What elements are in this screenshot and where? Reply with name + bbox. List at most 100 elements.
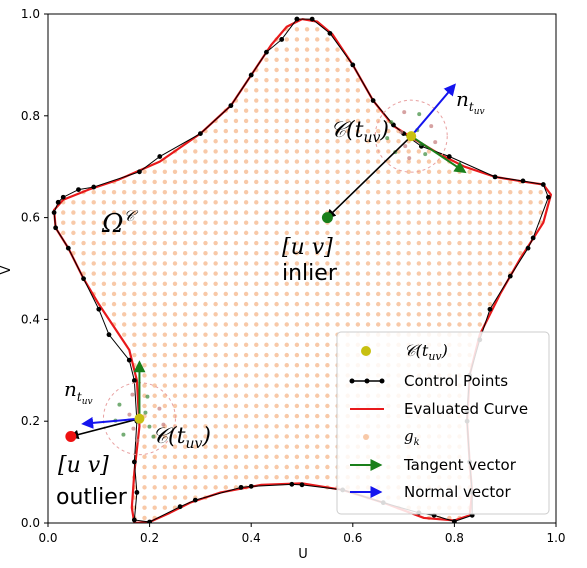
grid-point <box>538 200 543 205</box>
grid-point <box>254 444 259 449</box>
grid-point <box>487 189 493 195</box>
grid-point <box>122 291 127 297</box>
grid-point <box>132 342 137 348</box>
grid-point <box>213 189 218 195</box>
grid-point <box>304 363 310 368</box>
grid-point <box>172 363 178 368</box>
grid-point <box>294 281 300 286</box>
control-point <box>279 37 285 42</box>
grid-point <box>294 118 300 124</box>
grid-point <box>264 291 269 297</box>
grid-point <box>376 159 381 164</box>
inlier-neighbour-sample <box>385 136 390 141</box>
grid-point <box>284 393 289 398</box>
grid-point <box>365 322 371 327</box>
grid-point <box>243 88 249 93</box>
grid-point <box>508 261 513 266</box>
grid-point <box>376 189 381 195</box>
grid-point <box>274 220 279 225</box>
grid-point <box>233 322 239 327</box>
grid-point <box>203 352 208 358</box>
grid-point <box>294 57 300 63</box>
legend-box <box>336 331 550 515</box>
grid-point <box>284 98 289 103</box>
grid-point <box>233 393 239 398</box>
grid-point <box>294 434 300 439</box>
grid-point <box>142 189 147 195</box>
grid-point <box>162 159 168 164</box>
grid-point <box>172 312 178 317</box>
grid-point <box>91 251 96 256</box>
grid-point <box>193 159 198 164</box>
grid-point <box>142 261 147 266</box>
grid-point <box>193 271 198 276</box>
grid-point <box>122 189 127 195</box>
grid-point <box>243 464 249 470</box>
grid-point <box>426 261 432 266</box>
grid-point <box>315 424 320 429</box>
grid-point <box>142 220 147 225</box>
grid-point <box>152 240 157 246</box>
grid-point <box>264 118 269 124</box>
grid-point <box>406 230 411 236</box>
grid-point <box>376 322 381 327</box>
grid-point <box>162 413 168 419</box>
grid-point <box>162 454 168 460</box>
grid-point <box>284 118 289 124</box>
grid-point <box>193 373 198 378</box>
grid-point <box>132 322 137 327</box>
grid-point <box>182 261 188 266</box>
grid-point <box>233 403 239 409</box>
grid-point <box>203 179 208 185</box>
grid-point <box>193 424 198 429</box>
grid-point <box>467 200 472 205</box>
grid-point <box>122 271 127 276</box>
grid-point <box>223 281 228 286</box>
grid-point <box>264 434 269 439</box>
outlier-neighbour-sample <box>117 402 122 407</box>
grid-point <box>233 159 239 164</box>
grid-point <box>365 240 371 246</box>
grid-point <box>182 230 188 236</box>
grid-point <box>233 189 239 195</box>
grid-point <box>304 118 310 124</box>
grid-point <box>294 27 300 32</box>
grid-point <box>223 363 228 368</box>
control-point <box>350 62 356 68</box>
grid-point <box>467 210 472 215</box>
grid-point <box>254 383 259 388</box>
legend-control-label: Control Points <box>404 372 508 390</box>
control-point <box>55 199 61 205</box>
grid-point <box>223 342 228 348</box>
grid-point <box>325 393 330 398</box>
control-point <box>134 490 140 495</box>
inlier-word-label: inlier <box>282 261 338 286</box>
grid-point <box>264 464 269 470</box>
grid-point <box>111 240 117 246</box>
grid-point <box>213 322 218 327</box>
grid-point <box>447 230 452 236</box>
grid-point <box>416 189 422 195</box>
grid-point <box>304 251 310 256</box>
control-point <box>248 483 254 489</box>
grid-point <box>447 210 452 215</box>
grid-point <box>304 281 310 286</box>
grid-point <box>182 169 188 174</box>
grid-point <box>162 352 168 358</box>
grid-point <box>294 179 300 185</box>
grid-point <box>172 474 178 480</box>
grid-point <box>223 200 228 205</box>
grid-point <box>487 240 493 246</box>
grid-point <box>335 271 340 276</box>
grid-point <box>142 179 147 185</box>
grid-point <box>304 189 310 195</box>
grid-point <box>426 220 432 225</box>
grid-point <box>264 139 269 144</box>
grid-point <box>203 230 208 236</box>
grid-point <box>396 230 401 236</box>
grid-point <box>315 373 320 378</box>
grid-point <box>335 77 340 83</box>
grid-point <box>223 128 228 134</box>
outlier-normal-vector <box>81 416 140 429</box>
grid-point <box>416 251 422 256</box>
